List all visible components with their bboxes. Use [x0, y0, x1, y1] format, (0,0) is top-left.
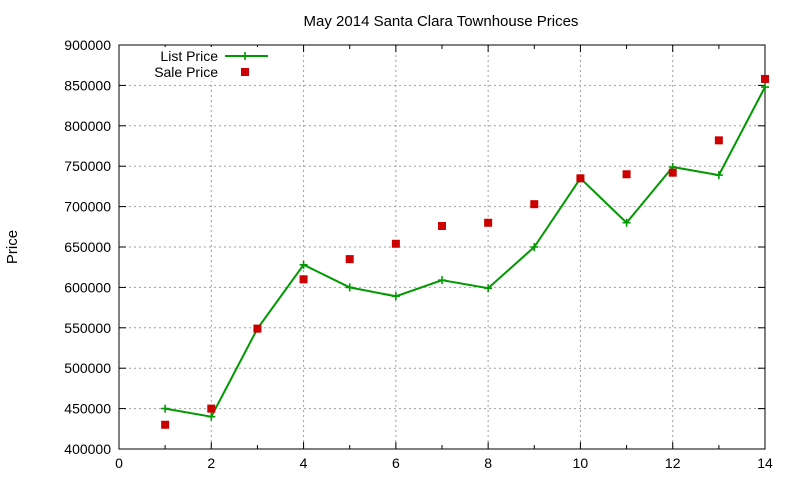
data-point: [484, 284, 493, 293]
series-list-price: [161, 83, 769, 421]
data-point: [714, 171, 723, 180]
data-point: [622, 170, 631, 179]
data-point: [576, 174, 585, 183]
data-point: [345, 283, 354, 292]
data-point: [714, 136, 723, 145]
legend-marker: [241, 52, 249, 60]
series-layer: [161, 74, 769, 429]
data-point: [622, 218, 631, 227]
y-tick-label: 450000: [64, 401, 111, 417]
data-point: [253, 324, 262, 333]
data-point: [345, 255, 354, 264]
y-axis-label: Price: [4, 230, 21, 264]
y-tick-label: 550000: [64, 320, 111, 336]
y-tick-label: 600000: [64, 279, 111, 295]
legend-background: [140, 47, 272, 81]
data-point: [391, 292, 400, 301]
legend-label: List Price: [160, 48, 218, 64]
x-tick-label: 0: [115, 455, 123, 471]
data-point: [761, 74, 769, 83]
series-line: [164, 86, 766, 418]
y-tick-label: 500000: [64, 360, 111, 376]
data-point: [530, 200, 539, 209]
data-point: [530, 243, 539, 251]
x-tick-label: 8: [484, 455, 492, 471]
data-point: [484, 218, 493, 227]
data-point: [299, 260, 308, 269]
x-tick-label: 14: [757, 455, 773, 471]
data-point: [438, 221, 446, 230]
legend-label: Sale Price: [154, 64, 218, 80]
y-tick-label: 750000: [64, 158, 111, 174]
data-point: [668, 168, 677, 177]
x-tick-label: 2: [207, 455, 215, 471]
y-tick-label: 900000: [64, 37, 111, 53]
y-tick-label: 400000: [64, 441, 111, 457]
x-tick-label: 6: [392, 455, 400, 471]
x-tick-label: 10: [573, 455, 589, 471]
axis-ticks: 0 2 4 6 8 10 12 14 400000 450000 500000 550000 60000…: [64, 37, 773, 471]
y-tick-label: 700000: [64, 199, 111, 215]
legend-marker: [241, 68, 249, 76]
data-point: [207, 412, 216, 421]
y-tick-label: 850000: [64, 77, 111, 93]
data-point: [161, 420, 170, 429]
data-point: [438, 276, 446, 285]
x-tick-label: 12: [665, 455, 681, 471]
data-point: [207, 404, 216, 413]
data-point: [161, 404, 170, 413]
y-tick-label: 650000: [64, 239, 111, 255]
y-tick-label: 800000: [64, 118, 111, 134]
x-tick-label: 4: [300, 455, 308, 471]
data-point: [761, 83, 769, 92]
chart-title: May 2014 Santa Clara Townhouse Prices: [304, 13, 579, 30]
series-sale-price: [161, 74, 769, 429]
data-point: [391, 239, 400, 248]
data-point: [299, 275, 308, 284]
grid: [119, 45, 765, 449]
